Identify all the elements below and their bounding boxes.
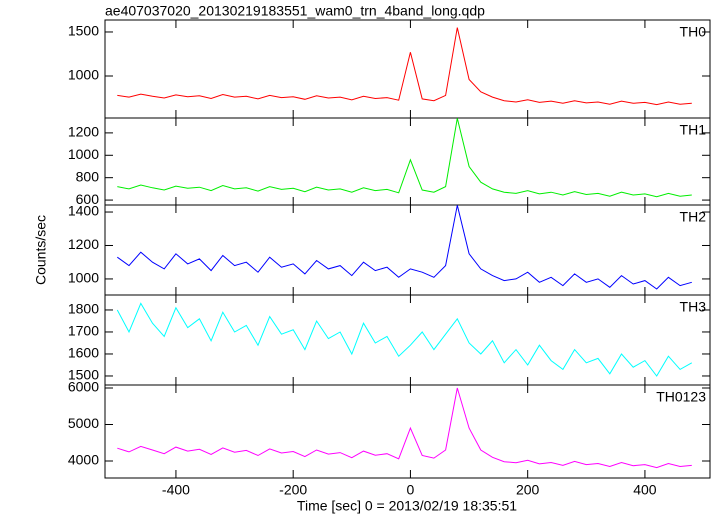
data-line xyxy=(116,302,693,377)
y-tick-label: 4000 xyxy=(68,452,99,468)
x-tick-label: -400 xyxy=(162,482,190,498)
y-tick-label: 1000 xyxy=(68,67,99,83)
panel-frame xyxy=(104,384,711,479)
x-tick-label: -200 xyxy=(279,482,307,498)
panel-frame xyxy=(104,204,711,296)
data-line xyxy=(117,387,692,469)
x-tick-label: 200 xyxy=(516,482,540,498)
panel-frame xyxy=(104,117,711,206)
y-tick-label: 600 xyxy=(76,191,100,207)
x-tick-label: 0 xyxy=(407,482,415,498)
panel-frame xyxy=(104,19,711,119)
x-tick-label: 400 xyxy=(633,482,657,498)
y-axis-label: Counts/sec xyxy=(33,215,49,285)
panel-label: TH0 xyxy=(680,24,707,40)
y-tick-label: 1000 xyxy=(68,270,99,286)
panel-label: TH3 xyxy=(680,299,707,315)
y-tick-label: 800 xyxy=(76,168,100,184)
y-tick-label: 1700 xyxy=(68,323,99,339)
data-line xyxy=(117,118,692,198)
panel-frame xyxy=(104,294,711,386)
y-tick-label: 5000 xyxy=(68,415,99,431)
y-tick-label: 1500 xyxy=(68,23,99,39)
panel-label: TH2 xyxy=(680,209,707,225)
y-tick-label: 1200 xyxy=(68,236,99,252)
x-axis-label: Time [sec] 0 = 2013/02/19 18:35:51 xyxy=(297,498,517,514)
y-tick-label: 1200 xyxy=(68,124,99,140)
y-tick-label: 6000 xyxy=(68,379,99,395)
data-line xyxy=(117,27,692,106)
y-tick-label: 1800 xyxy=(68,301,99,317)
chart-title: ae407037020_20130219183551_wam0_trn_4ban… xyxy=(105,3,485,19)
y-tick-label: 1600 xyxy=(68,345,99,361)
y-tick-label: 1400 xyxy=(68,203,99,219)
data-line xyxy=(117,205,692,290)
y-tick-label: 1500 xyxy=(68,367,99,383)
panel-label: TH0123 xyxy=(656,389,706,405)
y-tick-label: 1000 xyxy=(68,146,99,162)
panel-label: TH1 xyxy=(680,122,707,138)
